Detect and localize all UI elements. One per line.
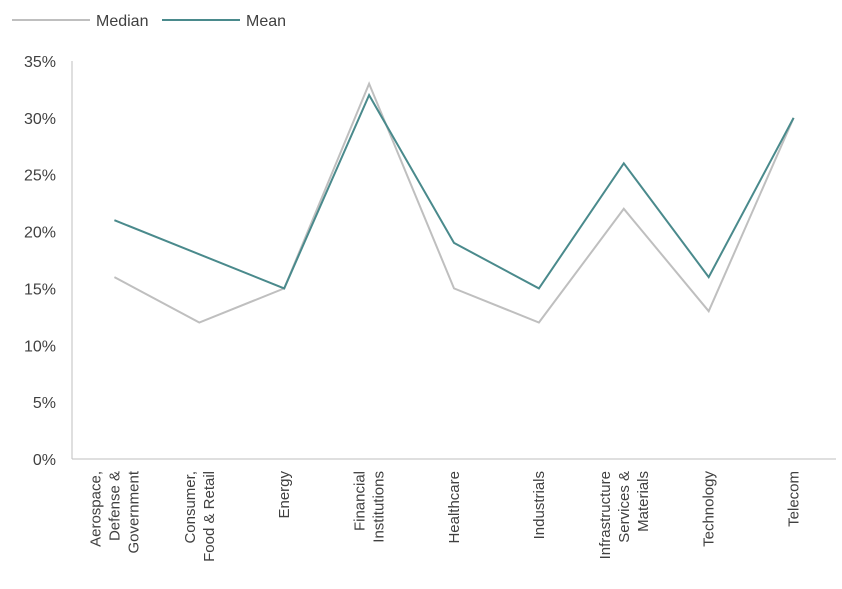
y-tick-label: 5%	[33, 395, 56, 412]
y-tick-label: 20%	[24, 225, 56, 242]
x-tick-label: Technology	[701, 471, 718, 547]
x-tick-label: Consumer,Food & Retail	[182, 471, 218, 562]
y-tick-label: 15%	[24, 281, 56, 298]
x-tick-label: Telecom	[786, 471, 803, 527]
x-tick-label-line: Institutions	[371, 471, 388, 543]
x-tick-label-line: Defense &	[106, 471, 123, 541]
x-tick-label-line: Materials	[635, 471, 652, 532]
x-tick-label-line: Telecom	[786, 471, 803, 527]
x-tick-label-line: Government	[125, 470, 142, 553]
x-tick-label: Healthcare	[446, 471, 463, 544]
x-tick-label-line: Technology	[701, 471, 718, 547]
x-tick-label-line: Energy	[276, 471, 293, 519]
legend-label-mean: Mean	[246, 13, 286, 30]
x-tick-label-line: Food & Retail	[201, 471, 218, 562]
series-line-median	[114, 84, 793, 323]
x-tick-label-line: Aerospace,	[87, 471, 104, 547]
y-tick-label: 10%	[24, 338, 56, 355]
x-tick-label-line: Industrials	[531, 471, 548, 539]
y-tick-label: 0%	[33, 452, 56, 469]
x-tick-label-line: Infrastructure	[597, 471, 614, 559]
y-tick-label: 35%	[24, 54, 56, 71]
x-tick-label-line: Consumer,	[182, 471, 199, 544]
legend-label-median: Median	[96, 13, 148, 30]
x-tick-label: Industrials	[531, 471, 548, 539]
x-tick-label-line: Services &	[616, 471, 633, 543]
series-line-mean	[114, 95, 793, 288]
x-tick-label-line: Healthcare	[446, 471, 463, 544]
y-tick-label: 30%	[24, 111, 56, 128]
y-tick-label: 25%	[24, 168, 56, 185]
x-tick-label-line: Financial	[352, 471, 369, 531]
x-tick-label: Energy	[276, 471, 293, 519]
x-tick-label: Aerospace,Defense &Government	[87, 470, 142, 553]
